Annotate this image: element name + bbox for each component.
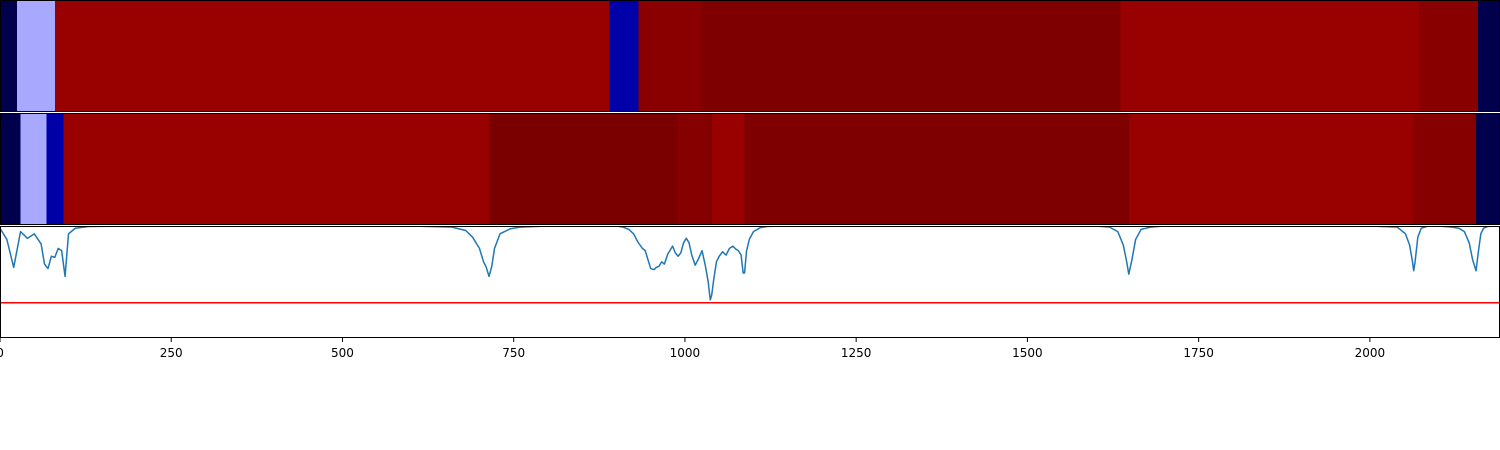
segment-1-0	[0, 0, 18, 112]
score-plot	[0, 226, 1500, 338]
x-tick-label-250: 250	[160, 346, 183, 360]
segment-1-3	[609, 0, 639, 112]
segment-2-10	[1413, 113, 1477, 225]
x-tick-label-1000: 1000	[670, 346, 701, 360]
segment-2-0	[0, 113, 21, 225]
x-axis: 0 250 500 750 1000 1250 1500 1750 2000	[0, 338, 1385, 360]
x-tick-label-1500: 1500	[1012, 346, 1043, 360]
segment-1-5	[702, 0, 1121, 112]
x-tick-label-1250: 1250	[841, 346, 872, 360]
segment-2-4	[489, 113, 679, 225]
segment-1-8	[1478, 0, 1500, 112]
x-tick-label-2000: 2000	[1355, 346, 1386, 360]
x-tick-label-0: 0	[0, 346, 4, 360]
x-tick-label-750: 750	[502, 346, 525, 360]
segment-2-3	[63, 113, 490, 225]
segment-2-8	[744, 113, 1129, 225]
x-tick-label-500: 500	[331, 346, 354, 360]
segmentation-track-2	[0, 113, 1500, 225]
segment-2-11	[1476, 113, 1500, 225]
segment-1-7	[1419, 0, 1479, 112]
segment-2-7	[711, 113, 745, 225]
segment-2-1	[20, 113, 47, 225]
segment-2-2	[46, 113, 64, 225]
segment-1-2	[54, 0, 610, 112]
segment-1-4	[638, 0, 703, 112]
segment-2-5	[678, 113, 711, 225]
plot-frame	[0, 226, 1500, 338]
score-line-0	[0, 226, 1500, 301]
segment-1-1	[17, 0, 55, 112]
x-tick-label-1750: 1750	[1183, 346, 1214, 360]
segment-2-9	[1128, 113, 1414, 225]
segment-1-6	[1120, 0, 1420, 112]
segment-2-6	[710, 113, 712, 225]
segmentation-track-1	[0, 0, 1500, 112]
